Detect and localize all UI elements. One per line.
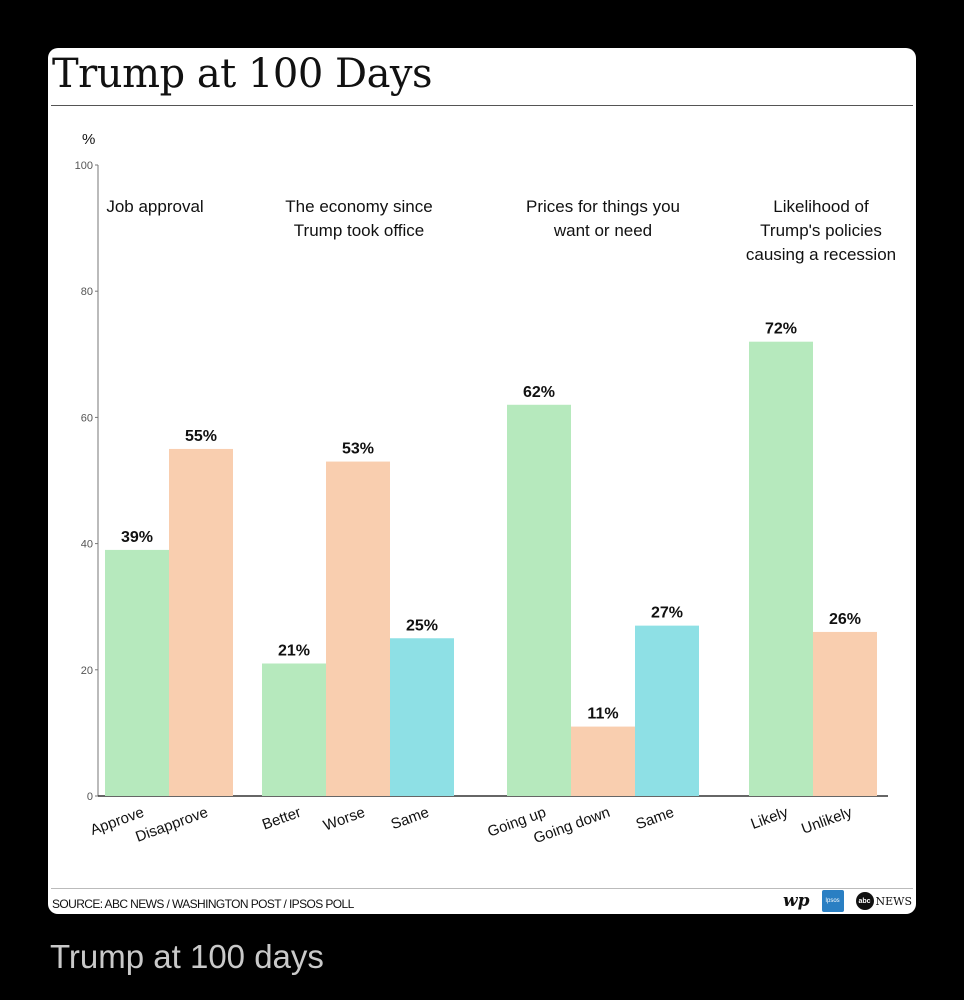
category-label: Unlikely: [799, 804, 855, 838]
abc-circle-icon: abc: [855, 892, 874, 910]
bar: [749, 341, 813, 796]
group-title-line: Trump's policies: [760, 221, 882, 240]
group-title-line: causing a recession: [746, 245, 896, 264]
category-label: Same: [634, 804, 677, 833]
data-label: 39%: [121, 529, 153, 546]
abc-news-logo: abc NEWS: [855, 892, 913, 910]
group-title: Prices for things you want or need: [526, 197, 680, 240]
group-title: Job approval: [106, 197, 203, 216]
chart-group: Likelihood of Trump's policies causing a r…: [746, 197, 896, 838]
bar: [635, 625, 699, 796]
category-label: Same: [389, 804, 432, 833]
abc-news-wordmark: NEWS: [875, 894, 913, 908]
bar: [390, 638, 454, 796]
data-label: 11%: [587, 706, 618, 723]
title-divider: [51, 105, 913, 106]
group-title-line: Trump took office: [294, 221, 424, 240]
y-axis-unit: %: [82, 131, 95, 148]
bar: [262, 663, 326, 796]
bar: [326, 461, 390, 796]
y-tick-label: 60: [81, 412, 93, 424]
publisher-logos: wp Ipsos abc NEWS: [783, 888, 912, 914]
chart-group: The economy since Trump took office 21% Bet…: [260, 197, 454, 834]
footer-divider: [51, 888, 913, 889]
source-note: SOURCE: ABC NEWS / WASHINGTON POST / IPS…: [52, 897, 354, 911]
group-title-line: want or need: [553, 221, 652, 240]
post-caption: Trump at 100 days: [50, 938, 324, 975]
data-label: 72%: [765, 321, 797, 338]
data-label: 55%: [185, 428, 217, 445]
data-label: 26%: [829, 611, 861, 628]
category-label: Worse: [321, 804, 367, 835]
group-title: Likelihood of Trump's policies causing a r…: [746, 197, 896, 264]
data-label: 62%: [523, 384, 555, 401]
ipsos-logo: Ipsos: [821, 890, 844, 912]
data-label: 25%: [406, 617, 438, 634]
bar: [813, 631, 877, 796]
washington-post-logo: wp: [782, 891, 810, 911]
group-title-line: Prices for things you: [526, 197, 680, 216]
y-tick-label: 20: [81, 665, 93, 677]
chart-group: Prices for things you want or need62%Goin…: [485, 197, 699, 847]
group-title-line: Job approval: [106, 197, 203, 216]
y-tick-label: 0: [87, 791, 93, 803]
bar: [507, 404, 571, 796]
data-label: 53%: [342, 441, 374, 458]
bar: [571, 726, 635, 796]
category-label: Likely: [749, 804, 791, 833]
chart-card: Trump at 100 Days % 0 20 40 60 80 100 Job app…: [48, 48, 916, 914]
y-tick-label: 80: [81, 286, 93, 298]
group-title-line: Likelihood of: [773, 197, 869, 216]
bar: [169, 448, 233, 796]
group-title-line: The economy since: [285, 197, 432, 216]
category-label: Disapprove: [133, 804, 210, 846]
category-label: Better: [260, 804, 303, 834]
y-tick-label: 40: [81, 539, 93, 551]
chart-title: Trump at 100 Days: [52, 51, 433, 97]
data-label: 27%: [651, 605, 683, 622]
data-label: 21%: [278, 642, 310, 659]
y-axis-ticks: 0 20 40 60 80 100: [75, 160, 98, 803]
y-tick-label: 100: [75, 160, 93, 172]
bar: [105, 549, 169, 796]
group-title: The economy since Trump took office: [285, 197, 432, 240]
